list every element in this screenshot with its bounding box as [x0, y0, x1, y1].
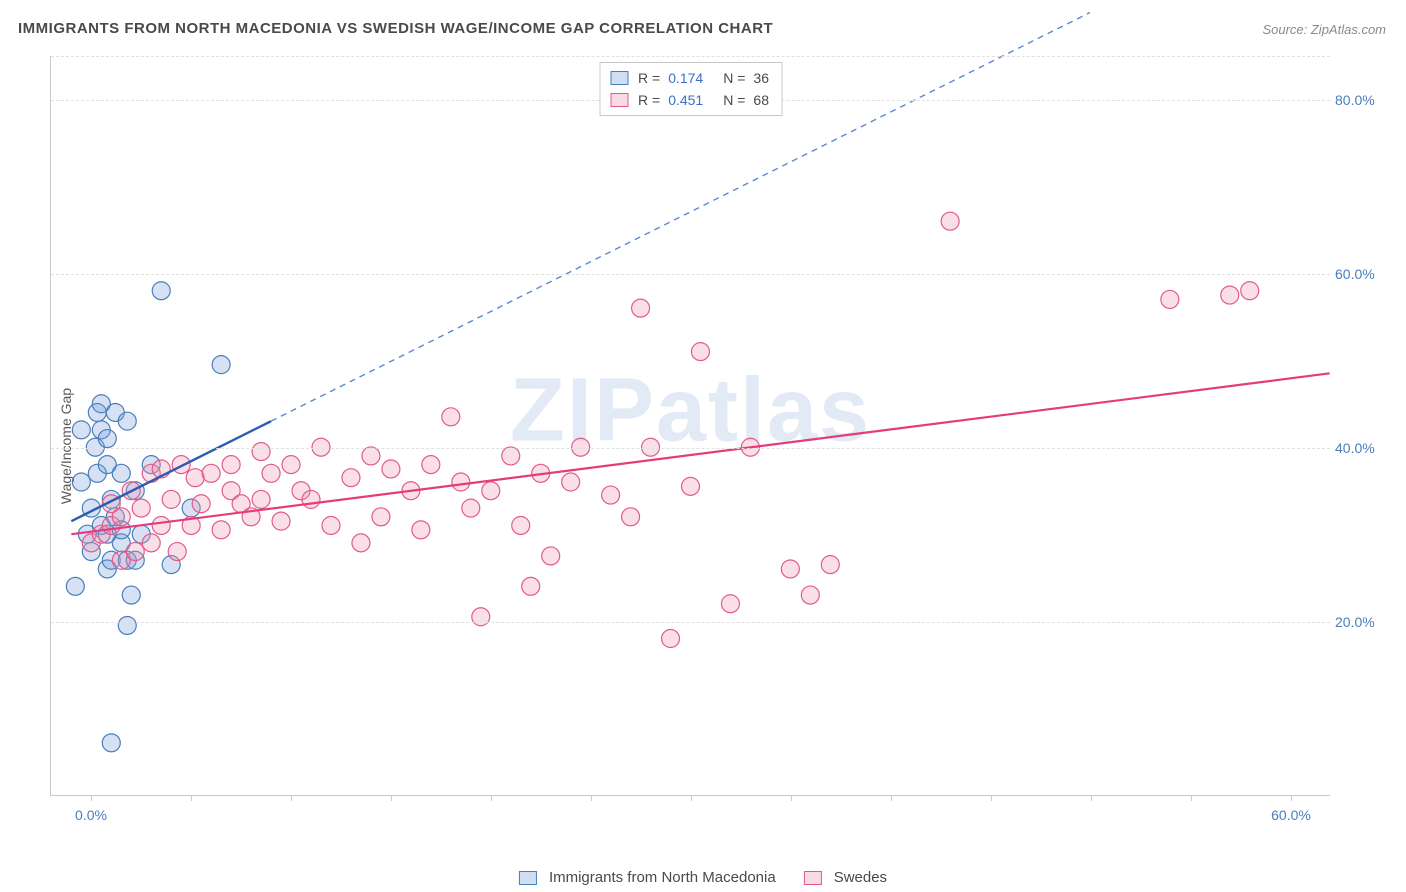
correlation-legend: R = 0.174 N = 36 R = 0.451 N = 68 — [599, 62, 782, 116]
plot-area: ZIPatlas R = 0.174 N = 36 R = 0.451 N = … — [50, 56, 1330, 796]
n-label: N = — [723, 89, 745, 111]
y-tick-label: 40.0% — [1335, 440, 1395, 456]
y-tick-label: 80.0% — [1335, 92, 1395, 108]
y-tick-label: 20.0% — [1335, 614, 1395, 630]
legend-label: Swedes — [834, 869, 887, 886]
n-value: 68 — [753, 89, 769, 111]
legend-swatch-blue — [610, 71, 628, 85]
legend-item-blue: Immigrants from North Macedonia — [519, 869, 776, 886]
y-tick-label: 60.0% — [1335, 266, 1395, 282]
r-label: R = — [638, 89, 660, 111]
legend-swatch-pink — [804, 871, 822, 885]
legend-swatch-pink — [610, 93, 628, 107]
n-value: 36 — [753, 67, 769, 89]
r-label: R = — [638, 67, 660, 89]
n-label: N = — [723, 67, 745, 89]
legend-row-2: R = 0.451 N = 68 — [610, 89, 771, 111]
chart-svg — [51, 56, 1330, 795]
chart-title: IMMIGRANTS FROM NORTH MACEDONIA VS SWEDI… — [18, 20, 773, 37]
r-value: 0.174 — [668, 67, 703, 89]
source-label: Source: ZipAtlas.com — [1262, 22, 1386, 37]
legend-item-pink: Swedes — [804, 869, 887, 886]
r-value: 0.451 — [668, 89, 703, 111]
series-legend: Immigrants from North Macedonia Swedes — [519, 869, 887, 886]
x-tick-label: 0.0% — [75, 807, 107, 823]
x-tick-label: 60.0% — [1271, 807, 1311, 823]
legend-label: Immigrants from North Macedonia — [549, 869, 776, 886]
legend-swatch-blue — [519, 871, 537, 885]
legend-row-1: R = 0.174 N = 36 — [610, 67, 771, 89]
